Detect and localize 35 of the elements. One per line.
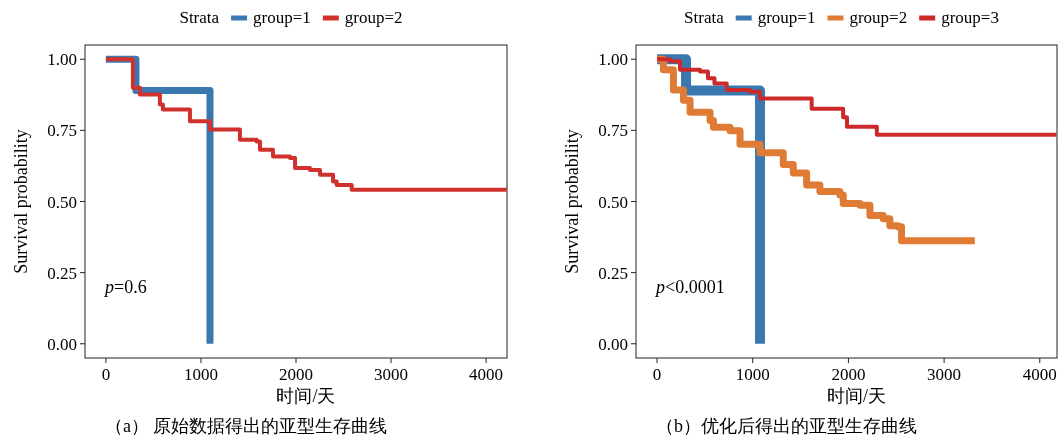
y-axis-title: Survival probability: [11, 129, 31, 274]
annotation: p<0.0001: [654, 276, 725, 297]
x-axis-title: 时间/天: [826, 386, 887, 406]
y-tick-label: 0.25: [47, 263, 77, 283]
y-tick-label: 1.00: [598, 50, 628, 70]
y-tick-label: 0.00: [47, 334, 77, 354]
x-tick-label: 2000: [279, 365, 313, 384]
legend-title: Strata: [684, 8, 725, 27]
legend-label: group=2: [849, 8, 908, 27]
y-tick-label: 0.75: [47, 121, 77, 141]
y-axis-title: Survival probability: [562, 129, 582, 274]
x-tick-label: 0: [652, 365, 662, 384]
y-tick-label: 0.00: [598, 334, 628, 354]
x-tick-label: 4000: [469, 365, 504, 384]
x-tick-label: 3000: [374, 365, 409, 384]
text: （b）优化后得出的亚型生存曲线: [656, 416, 917, 436]
y-tick-label: 1.00: [47, 50, 77, 70]
x-tick-label: 4000: [1022, 365, 1057, 384]
legend-label: group=2: [344, 8, 403, 27]
y-tick-label: 0.50: [598, 192, 628, 212]
text: （a） 原始数据得出的亚型生存曲线: [105, 416, 388, 436]
x-tick-label: 2000: [831, 365, 866, 384]
x-axis-title: 时间/天: [276, 386, 336, 406]
x-tick-label: 1000: [735, 365, 770, 384]
annotation: p=0.6: [103, 276, 147, 297]
x-tick-label: 3000: [927, 365, 962, 384]
y-tick-label: 0.75: [598, 121, 628, 141]
legend-title: Strata: [179, 8, 220, 27]
legend-label: group=3: [941, 8, 999, 27]
x-tick-label: 1000: [183, 365, 218, 384]
legend-label: group=1: [253, 8, 311, 27]
x-tick-label: 0: [101, 365, 111, 384]
y-tick-label: 0.25: [598, 263, 628, 283]
y-tick-label: 0.50: [47, 192, 77, 212]
legend-label: group=1: [757, 8, 816, 27]
